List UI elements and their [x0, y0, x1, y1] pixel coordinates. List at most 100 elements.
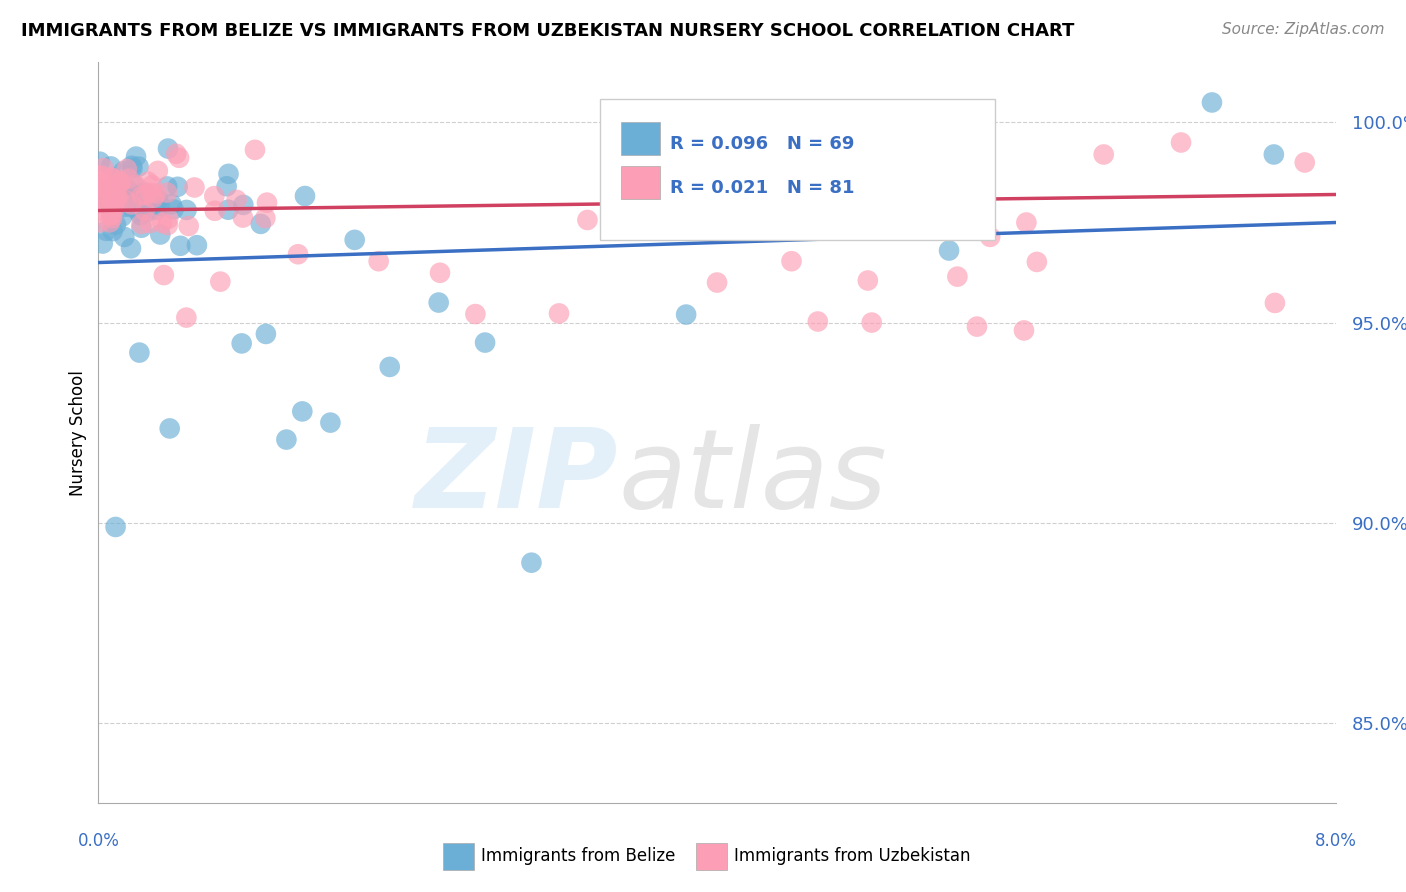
FancyBboxPatch shape — [620, 121, 661, 155]
Point — [520, 556, 543, 570]
Point — [218, 167, 240, 181]
Point — [100, 160, 122, 174]
Point — [167, 151, 190, 165]
Point — [141, 178, 163, 193]
Point — [107, 190, 129, 204]
Point — [120, 241, 142, 255]
Point — [100, 170, 122, 185]
Point — [118, 186, 141, 201]
Point — [176, 310, 198, 325]
Point — [367, 254, 389, 268]
Point — [979, 230, 1001, 244]
Point — [780, 254, 803, 268]
Point — [319, 416, 342, 430]
Point — [1263, 147, 1285, 161]
Point — [87, 169, 110, 183]
Point — [104, 201, 127, 215]
Point — [254, 211, 277, 226]
Point — [162, 202, 184, 217]
Point — [150, 216, 173, 230]
Text: IMMIGRANTS FROM BELIZE VS IMMIGRANTS FROM UZBEKISTAN NURSERY SCHOOL CORRELATION : IMMIGRANTS FROM BELIZE VS IMMIGRANTS FRO… — [21, 22, 1074, 40]
Point — [103, 191, 125, 205]
Point — [112, 230, 135, 244]
Point — [124, 201, 146, 215]
Point — [87, 203, 110, 218]
Point — [136, 204, 159, 219]
Point — [576, 213, 599, 227]
Point — [105, 183, 128, 197]
Point — [177, 219, 200, 233]
Point — [946, 269, 969, 284]
Point — [232, 198, 254, 212]
Point — [146, 164, 169, 178]
Point — [89, 185, 111, 199]
Point — [112, 164, 135, 178]
Point — [156, 186, 179, 200]
Point — [149, 227, 172, 242]
Point — [100, 197, 122, 211]
Point — [87, 196, 110, 211]
Point — [90, 190, 112, 204]
Point — [215, 179, 238, 194]
Point — [160, 197, 183, 211]
Point — [156, 218, 179, 232]
Point — [1294, 155, 1316, 169]
Point — [90, 176, 112, 190]
Point — [807, 314, 830, 328]
Point — [121, 159, 143, 173]
Point — [256, 195, 278, 210]
Point — [135, 187, 157, 202]
Point — [165, 146, 187, 161]
Point — [111, 210, 134, 224]
Point — [91, 161, 114, 175]
Point — [156, 179, 179, 194]
Point — [131, 220, 153, 235]
Point — [149, 199, 172, 213]
Point — [166, 179, 188, 194]
Text: Immigrants from Belize: Immigrants from Belize — [481, 847, 675, 865]
Point — [110, 176, 132, 190]
Point — [101, 224, 124, 238]
Point — [202, 189, 225, 203]
Point — [232, 211, 254, 225]
Point — [1012, 323, 1035, 337]
Point — [91, 184, 114, 198]
Point — [548, 306, 571, 320]
Point — [128, 345, 150, 359]
Point — [291, 404, 314, 418]
Point — [98, 215, 121, 229]
Point — [139, 216, 162, 230]
Point — [157, 211, 180, 226]
Point — [120, 200, 142, 214]
Point — [115, 161, 138, 176]
Point — [100, 204, 122, 219]
Point — [231, 336, 253, 351]
Y-axis label: Nursery School: Nursery School — [69, 369, 87, 496]
Point — [378, 359, 401, 374]
Point — [204, 203, 226, 218]
Point — [276, 433, 298, 447]
Text: Immigrants from Uzbekistan: Immigrants from Uzbekistan — [734, 847, 970, 865]
Point — [427, 295, 450, 310]
Point — [134, 186, 156, 200]
Point — [186, 238, 208, 252]
Point — [89, 215, 111, 229]
Point — [91, 236, 114, 251]
Point — [294, 189, 316, 203]
Text: 8.0%: 8.0% — [1315, 832, 1357, 850]
Point — [128, 160, 150, 174]
Point — [108, 176, 131, 190]
Point — [125, 150, 148, 164]
Point — [254, 326, 277, 341]
Point — [104, 520, 127, 534]
Point — [131, 188, 153, 202]
Text: atlas: atlas — [619, 424, 887, 531]
Point — [105, 189, 128, 203]
Point — [966, 319, 988, 334]
Point — [112, 187, 135, 202]
Point — [1092, 147, 1115, 161]
FancyBboxPatch shape — [620, 166, 661, 200]
Text: R = 0.096   N = 69: R = 0.096 N = 69 — [671, 135, 855, 153]
Point — [159, 421, 181, 435]
Point — [131, 217, 153, 231]
